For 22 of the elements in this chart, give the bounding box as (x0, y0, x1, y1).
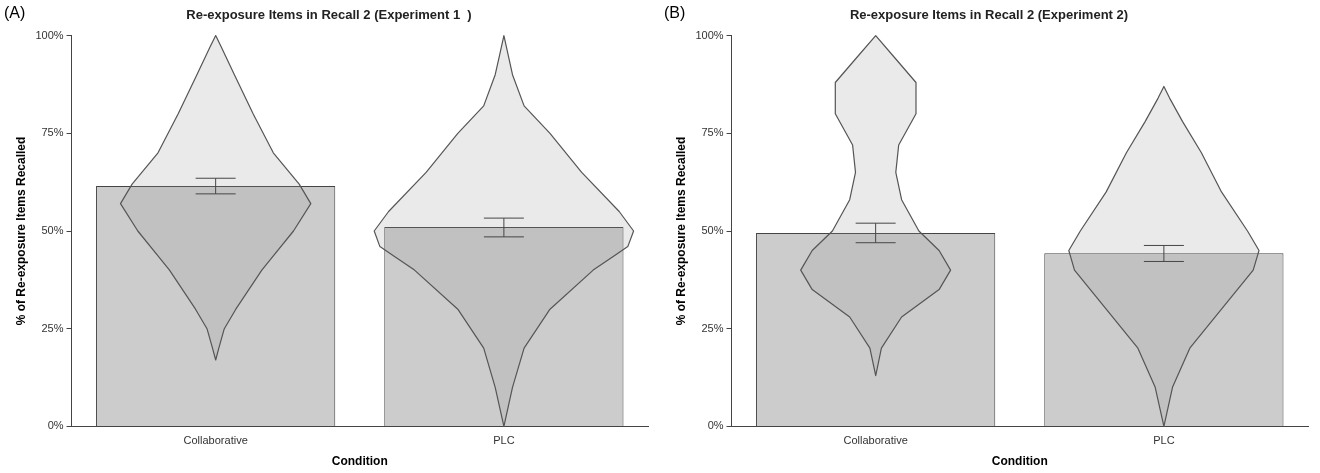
chart-title: Re-exposure Items in Recall 2 (Experiment 2) (849, 7, 1129, 23)
y-tick-label: 0% (707, 419, 724, 432)
y-tick-label: 25% (41, 321, 64, 334)
y-axis-title: % of Re-exposure Items Recalled (673, 136, 688, 326)
y-tick-label: 25% (701, 321, 724, 334)
x-axis-title: Condition (331, 454, 388, 469)
y-tick-label: 75% (41, 126, 64, 139)
y-tick-label: 75% (701, 126, 724, 139)
y-axis-title: % of Re-exposure Items Recalled (13, 136, 28, 326)
y-tick-label: 0% (47, 419, 64, 432)
y-tick-label: 100% (35, 28, 64, 41)
y-tick-label: 100% (695, 28, 724, 41)
x-tick-label: PLC (493, 434, 515, 447)
y-tick-label: 50% (41, 224, 64, 237)
y-tick-label: 50% (701, 224, 724, 237)
x-tick-label: PLC (1153, 434, 1175, 447)
x-tick-label: Collaborative (843, 434, 908, 447)
text: (B) (664, 4, 686, 22)
x-tick-label: Collaborative (183, 434, 248, 447)
x-axis-title: Condition (991, 454, 1048, 469)
chart-title: Re-exposure Items in Recall 2 (Experiment 1 ) (186, 7, 472, 23)
text: (A) (4, 4, 26, 22)
